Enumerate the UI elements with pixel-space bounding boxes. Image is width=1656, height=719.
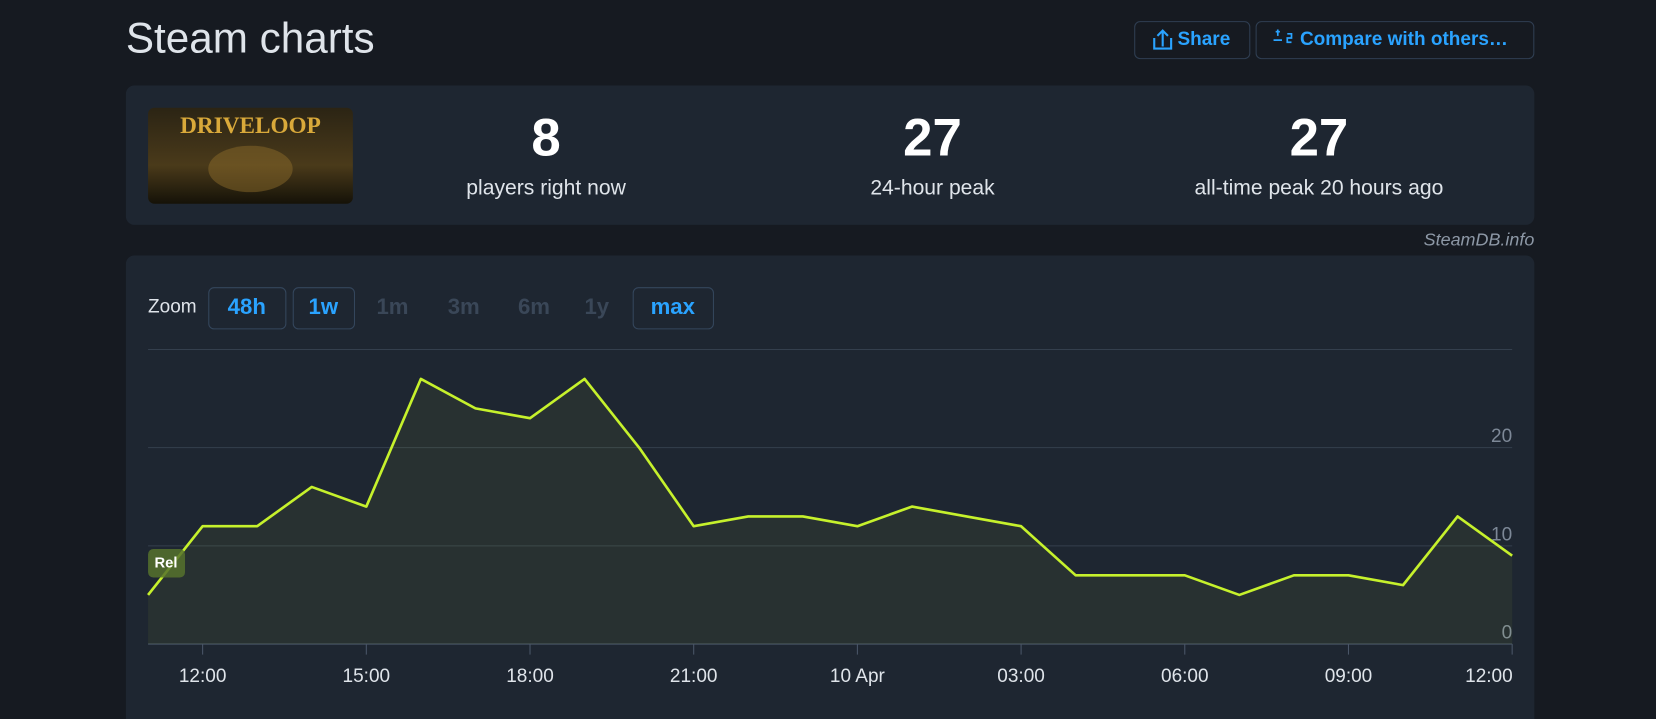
zoom-button[interactable]: [208, 287, 287, 330]
line: [147, 377, 1513, 597]
x-tick-label: 03:00: [997, 666, 1045, 687]
stat-value: 8: [531, 108, 560, 167]
source-label: SteamDB.info: [1424, 229, 1535, 249]
y-tick-label: 20: [1491, 426, 1512, 447]
chart-panel: [125, 255, 1535, 719]
zoom-label: Zoom: [148, 296, 197, 317]
x-tick-label: 09:00: [1325, 666, 1373, 687]
game-image-art: [208, 145, 293, 193]
x-tick-label: 10 Apr: [830, 666, 886, 687]
release-marker-label[interactable]: Rel: [155, 556, 178, 572]
stat-label: all-time peak 20 hours ago: [1195, 177, 1444, 200]
zoom-option: 3m: [448, 294, 480, 319]
x-tick-label: 12:00: [179, 666, 227, 687]
zoom-button[interactable]: [632, 287, 714, 330]
zoom-option: 6m: [518, 294, 550, 319]
share-icon: [1153, 29, 1173, 50]
zoom-option: 1m: [376, 294, 408, 319]
zoom-option: 1y: [584, 294, 609, 319]
release-marker[interactable]: [148, 549, 186, 578]
x-tick-label: 21:00: [670, 666, 718, 687]
zoom-option[interactable]: 48h: [228, 294, 266, 319]
y-tick-label: 0: [1502, 622, 1513, 643]
y-tick-label: 10: [1491, 524, 1512, 545]
page-title: Steam charts: [126, 14, 375, 61]
x-tick-label: 15:00: [343, 666, 391, 687]
zoom-button[interactable]: [292, 287, 356, 330]
compare-button[interactable]: [1255, 21, 1535, 60]
plot: 0 10 20 12:00 15:00 18:00 21:00 10 Apr 03:00 06:0…: [147, 348, 1513, 687]
compare-label[interactable]: Compare with others…: [1300, 29, 1508, 50]
share-label[interactable]: Share: [1177, 29, 1230, 50]
area: [148, 378, 1513, 645]
x-tick-label: 12:00: [1465, 666, 1513, 687]
zoom-option[interactable]: 1w: [309, 294, 339, 319]
stats: 8 players right now 27 24-hour peak 27 all-ti…: [466, 108, 1443, 199]
stat-value: 27: [1290, 108, 1349, 167]
stats-panel: [125, 85, 1535, 225]
stat-label: 24-hour peak: [870, 177, 995, 200]
x-tick-label: 18:00: [506, 666, 554, 687]
zoom-buttons: 48h 1w 1m 3m 6m 1y max: [208, 287, 714, 330]
stat-label: players right now: [466, 177, 626, 200]
x-tick-label: 06:00: [1161, 666, 1209, 687]
game-logo: DRIVELOOP: [180, 113, 321, 139]
zoom-option[interactable]: max: [651, 294, 696, 319]
compare-icon: [1273, 29, 1293, 44]
stat-value: 27: [903, 108, 962, 167]
